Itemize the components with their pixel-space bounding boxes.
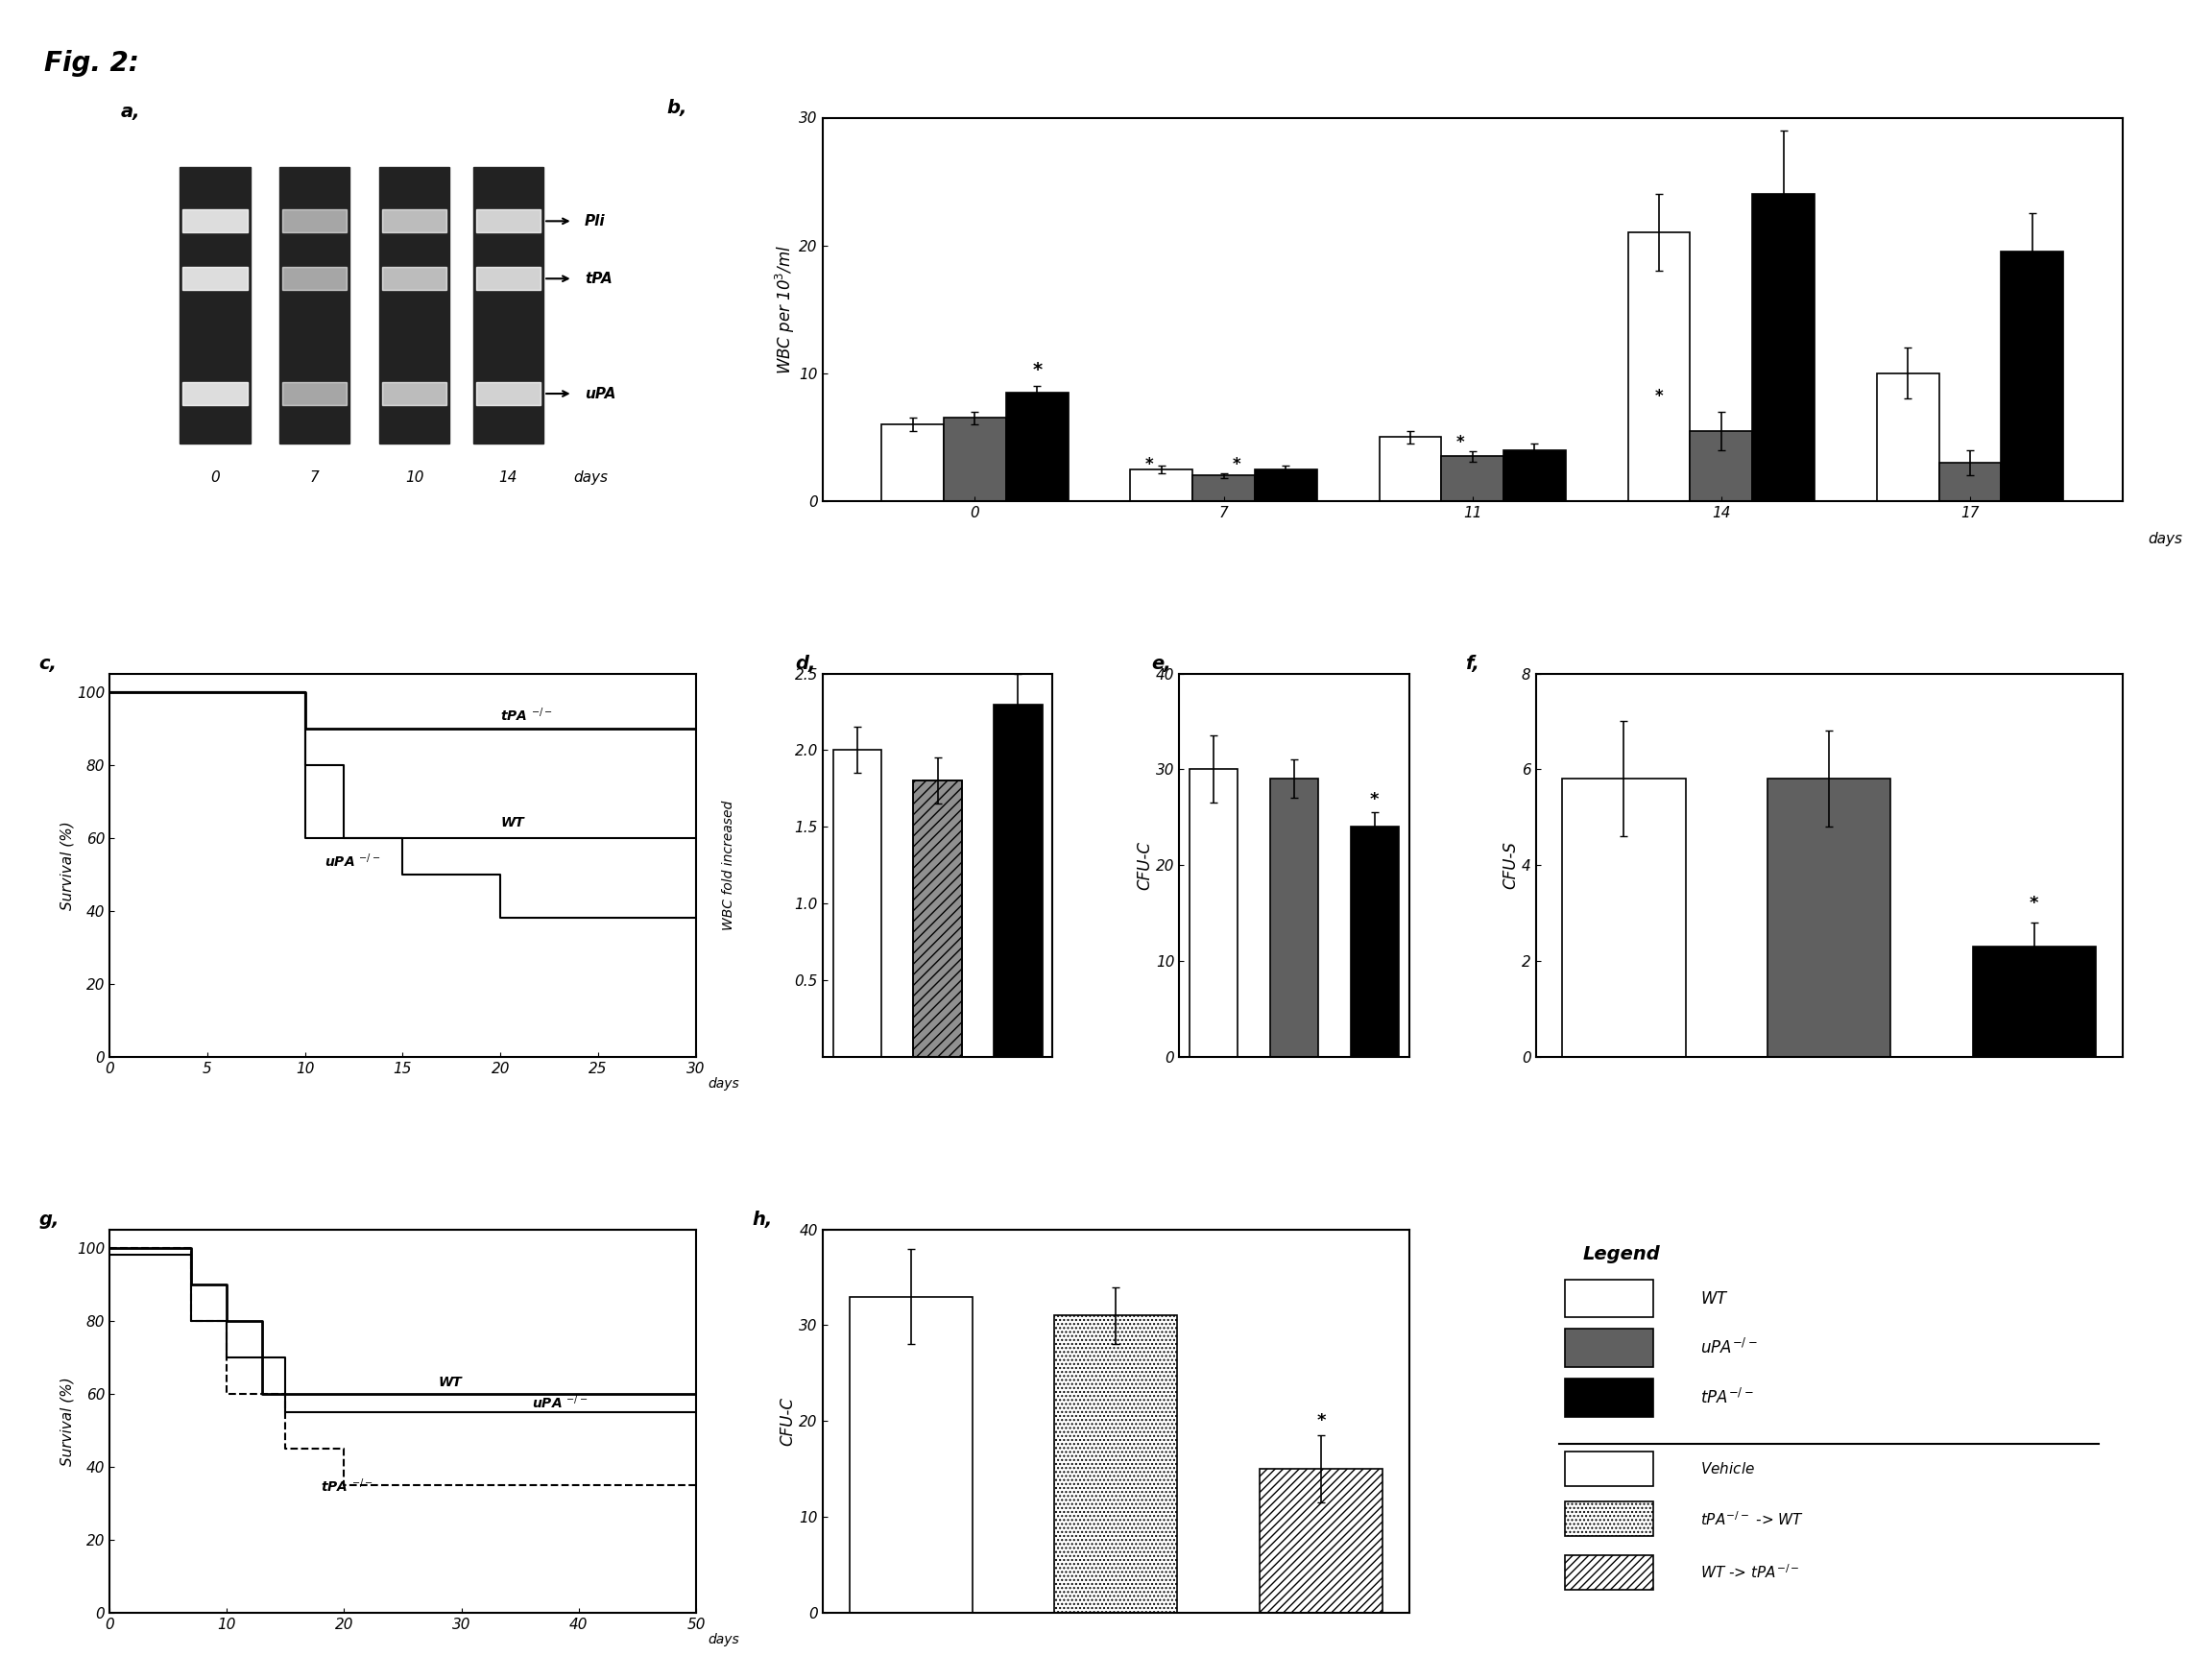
Bar [184, 381, 247, 405]
Text: *: * [1370, 791, 1378, 808]
Bar [1689, 430, 1753, 501]
Bar [882, 425, 943, 501]
Y-axis label: Survival (%): Survival (%) [59, 1376, 74, 1465]
Text: *: * [1232, 455, 1241, 472]
Bar [477, 210, 540, 232]
Bar [473, 168, 543, 444]
Text: $Vehicle$: $Vehicle$ [1700, 1462, 1755, 1477]
Y-axis label: CFU-S: CFU-S [1501, 842, 1518, 889]
Bar [1006, 393, 1068, 501]
Bar [1503, 450, 1567, 501]
Bar [282, 210, 348, 232]
FancyBboxPatch shape [1564, 1502, 1654, 1536]
Y-axis label: WBC fold increased: WBC fold increased [722, 800, 735, 931]
Text: tPA: tPA [584, 272, 613, 286]
Bar [383, 267, 446, 291]
Bar [280, 168, 350, 444]
Bar [1768, 780, 1890, 1057]
Y-axis label: CFU-C: CFU-C [1136, 840, 1153, 890]
Bar [184, 210, 247, 232]
Bar [477, 267, 540, 291]
Text: uPA $^{-/-}$: uPA $^{-/-}$ [532, 1393, 589, 1411]
Text: $WT$: $WT$ [1700, 1290, 1729, 1307]
Bar [912, 781, 963, 1057]
Text: tPA $^{-/-}$: tPA $^{-/-}$ [501, 706, 554, 724]
Bar [282, 267, 348, 291]
Bar [1190, 769, 1238, 1057]
Bar [1378, 437, 1442, 501]
Bar [1254, 469, 1317, 501]
Text: 0: 0 [210, 470, 219, 486]
Text: days: days [2149, 531, 2184, 546]
Bar [1442, 457, 1503, 501]
Text: tPA $^{-/-}$: tPA $^{-/-}$ [322, 1477, 374, 1495]
Text: *: * [2030, 895, 2039, 912]
Bar [993, 704, 1041, 1057]
FancyBboxPatch shape [1564, 1379, 1654, 1418]
Bar [1260, 1468, 1383, 1613]
Bar [477, 381, 540, 405]
Text: $uPA^{-/-}$: $uPA^{-/-}$ [1700, 1339, 1757, 1357]
Bar [912, 781, 963, 1057]
Text: c,: c, [39, 654, 57, 672]
Text: g,: g, [39, 1210, 59, 1228]
Y-axis label: Survival (%): Survival (%) [59, 820, 74, 909]
FancyBboxPatch shape [1564, 1452, 1654, 1487]
Bar [1974, 946, 2096, 1057]
Bar [849, 1297, 971, 1613]
Text: a,: a, [120, 102, 140, 121]
Bar [1350, 827, 1398, 1057]
Text: uPA: uPA [584, 386, 615, 402]
Bar [1055, 1315, 1177, 1613]
Bar [1269, 780, 1319, 1057]
Bar [383, 210, 446, 232]
Text: 10: 10 [405, 470, 424, 486]
FancyBboxPatch shape [1564, 1278, 1654, 1317]
Bar [1753, 195, 1814, 501]
Bar [943, 418, 1006, 501]
FancyBboxPatch shape [1564, 1556, 1654, 1589]
Text: $WT$ -> $tPA^{-/-}$: $WT$ -> $tPA^{-/-}$ [1700, 1564, 1799, 1581]
Y-axis label: WBC per 10$^3$/ml: WBC per 10$^3$/ml [772, 244, 796, 375]
Y-axis label: CFU-C: CFU-C [779, 1396, 796, 1445]
Text: d,: d, [794, 654, 816, 672]
Text: Pli: Pli [584, 213, 606, 228]
Text: *: * [1144, 455, 1153, 472]
Text: *: * [1033, 361, 1041, 380]
Text: *: * [1654, 388, 1663, 405]
Text: $tPA^{-/-}$ -> $WT$: $tPA^{-/-}$ -> $WT$ [1700, 1510, 1803, 1527]
Text: *: * [1317, 1413, 1326, 1430]
Text: WT: WT [438, 1376, 462, 1389]
Text: WT: WT [501, 816, 525, 830]
Text: Legend: Legend [1582, 1245, 1661, 1263]
Text: days: days [707, 1077, 740, 1090]
Bar [179, 168, 249, 444]
Bar [1562, 780, 1685, 1057]
Text: Fig. 2:: Fig. 2: [44, 50, 138, 77]
Bar [1939, 462, 2002, 501]
Text: days: days [707, 1633, 740, 1646]
Text: h,: h, [753, 1210, 772, 1228]
Text: days: days [573, 470, 608, 486]
Bar [379, 168, 451, 444]
Bar [1628, 232, 1689, 501]
Text: *: * [1455, 433, 1464, 452]
Bar [282, 381, 348, 405]
Bar [834, 751, 882, 1057]
Bar [1192, 475, 1254, 501]
Text: e,: e, [1151, 654, 1171, 672]
Text: b,: b, [667, 99, 687, 116]
FancyBboxPatch shape [1564, 1329, 1654, 1368]
Text: uPA $^{-/-}$: uPA $^{-/-}$ [324, 852, 381, 870]
Bar [383, 381, 446, 405]
Bar [184, 267, 247, 291]
Bar [2002, 252, 2063, 501]
Bar [1877, 373, 1939, 501]
Text: 14: 14 [499, 470, 519, 486]
Text: 7: 7 [311, 470, 319, 486]
Text: $tPA^{-/-}$: $tPA^{-/-}$ [1700, 1388, 1753, 1408]
Text: f,: f, [1466, 654, 1479, 672]
Bar [1131, 469, 1192, 501]
